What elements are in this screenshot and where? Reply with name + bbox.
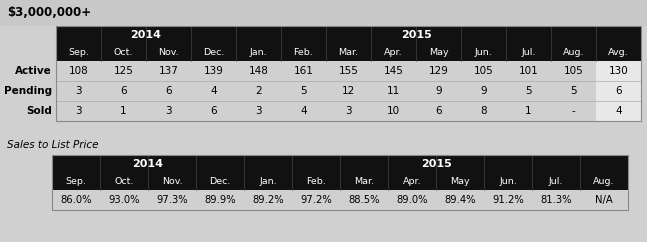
Text: 89.4%: 89.4% <box>444 195 476 205</box>
Text: Apr.: Apr. <box>384 48 403 57</box>
Text: Jun.: Jun. <box>475 48 492 57</box>
Text: Apr.: Apr. <box>402 177 421 186</box>
Text: May: May <box>429 48 448 57</box>
Text: Jun.: Jun. <box>499 177 517 186</box>
Text: 8: 8 <box>480 106 487 116</box>
Text: 11: 11 <box>387 86 400 96</box>
Text: Jul.: Jul. <box>549 177 563 186</box>
Text: 91.2%: 91.2% <box>492 195 524 205</box>
Text: Sales to List Price: Sales to List Price <box>7 140 98 150</box>
Text: 3: 3 <box>75 86 82 96</box>
Text: 6: 6 <box>615 86 622 96</box>
Bar <box>596 61 641 81</box>
Text: Dec.: Dec. <box>210 177 231 186</box>
Text: 81.3%: 81.3% <box>540 195 572 205</box>
Text: Dec.: Dec. <box>203 48 225 57</box>
Text: 129: 129 <box>428 66 448 76</box>
Text: 9: 9 <box>435 86 442 96</box>
Text: 4: 4 <box>210 86 217 96</box>
Text: Jan.: Jan. <box>250 48 267 57</box>
Text: 3: 3 <box>165 106 172 116</box>
Text: 89.9%: 89.9% <box>204 195 236 205</box>
Text: 93.0%: 93.0% <box>108 195 140 205</box>
Text: 2015: 2015 <box>400 30 432 40</box>
Text: 5: 5 <box>525 86 532 96</box>
Text: Feb.: Feb. <box>294 48 313 57</box>
Text: Jul.: Jul. <box>521 48 536 57</box>
Text: Pending: Pending <box>4 86 52 96</box>
Text: 155: 155 <box>338 66 358 76</box>
Text: 105: 105 <box>564 66 584 76</box>
Text: Aug.: Aug. <box>563 48 584 57</box>
Text: 3: 3 <box>255 106 262 116</box>
Text: 4: 4 <box>615 106 622 116</box>
Text: $3,000,000+: $3,000,000+ <box>7 7 91 20</box>
Text: Nov.: Nov. <box>162 177 182 186</box>
Bar <box>596 81 641 101</box>
Bar <box>56 26 641 121</box>
Text: 86.0%: 86.0% <box>60 195 92 205</box>
Text: 1: 1 <box>120 106 127 116</box>
Bar <box>56 44 641 61</box>
Text: 1: 1 <box>525 106 532 116</box>
Text: Aug.: Aug. <box>593 177 615 186</box>
Text: 89.2%: 89.2% <box>252 195 284 205</box>
Text: 148: 148 <box>248 66 269 76</box>
Bar <box>52 173 628 190</box>
Text: Feb.: Feb. <box>306 177 326 186</box>
Text: Oct.: Oct. <box>114 48 133 57</box>
Text: 105: 105 <box>474 66 494 76</box>
Bar <box>56 26 641 44</box>
Text: Jan.: Jan. <box>259 177 277 186</box>
Text: 88.5%: 88.5% <box>348 195 380 205</box>
Text: May: May <box>450 177 470 186</box>
Text: 12: 12 <box>342 86 355 96</box>
Text: 145: 145 <box>384 66 404 76</box>
Text: 3: 3 <box>345 106 352 116</box>
Bar <box>0 0 647 26</box>
Text: -: - <box>572 106 575 116</box>
Text: Active: Active <box>16 66 52 76</box>
Text: 2015: 2015 <box>421 159 452 169</box>
Text: 161: 161 <box>294 66 313 76</box>
Bar <box>52 155 628 173</box>
Text: 97.3%: 97.3% <box>156 195 188 205</box>
Text: 9: 9 <box>480 86 487 96</box>
Text: 3: 3 <box>75 106 82 116</box>
Text: 2014: 2014 <box>133 159 164 169</box>
Text: Oct.: Oct. <box>115 177 134 186</box>
Bar <box>596 101 641 121</box>
Text: Sep.: Sep. <box>65 177 87 186</box>
Text: Nov.: Nov. <box>158 48 179 57</box>
Text: 139: 139 <box>204 66 223 76</box>
Text: 6: 6 <box>435 106 442 116</box>
Bar <box>52 155 628 210</box>
Text: 5: 5 <box>300 86 307 96</box>
Text: 2014: 2014 <box>131 30 162 40</box>
Text: 137: 137 <box>159 66 179 76</box>
Text: 10: 10 <box>387 106 400 116</box>
Text: 125: 125 <box>114 66 133 76</box>
Text: 130: 130 <box>609 66 628 76</box>
Text: 6: 6 <box>210 106 217 116</box>
Text: Mar.: Mar. <box>338 48 358 57</box>
Text: Sold: Sold <box>26 106 52 116</box>
Text: 2: 2 <box>255 86 262 96</box>
Text: Avg.: Avg. <box>608 48 629 57</box>
Text: N/A: N/A <box>595 195 613 205</box>
Text: Mar.: Mar. <box>354 177 374 186</box>
Text: 5: 5 <box>570 86 577 96</box>
Text: 108: 108 <box>69 66 89 76</box>
Text: 6: 6 <box>120 86 127 96</box>
Text: 6: 6 <box>165 86 172 96</box>
Text: 4: 4 <box>300 106 307 116</box>
Text: 89.0%: 89.0% <box>396 195 428 205</box>
Text: Sep.: Sep. <box>68 48 89 57</box>
Text: 97.2%: 97.2% <box>300 195 332 205</box>
Text: 101: 101 <box>519 66 538 76</box>
